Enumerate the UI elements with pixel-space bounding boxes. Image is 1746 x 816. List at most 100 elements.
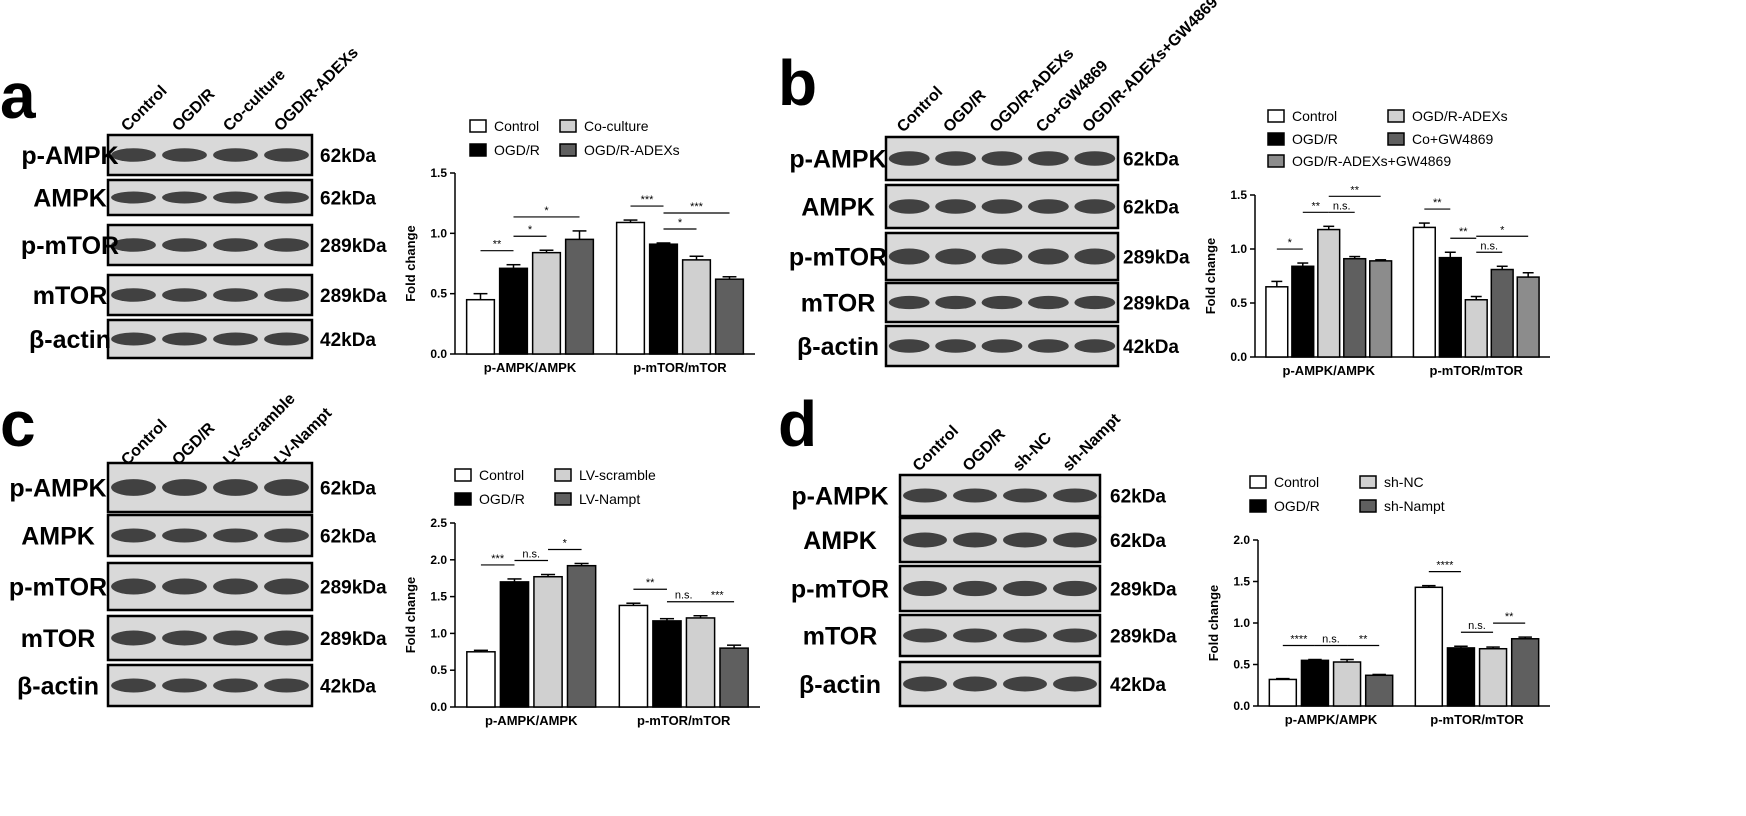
blot-band bbox=[903, 628, 947, 643]
legend-swatch bbox=[1359, 475, 1377, 489]
blot-band bbox=[111, 148, 156, 162]
bar bbox=[566, 564, 597, 708]
y-axis-label: Fold change bbox=[403, 577, 418, 654]
bar bbox=[1414, 586, 1444, 707]
x-tick-label: p-AMPK/AMPK bbox=[1285, 712, 1378, 727]
blot-band bbox=[981, 151, 1023, 166]
legend-swatch bbox=[554, 468, 572, 482]
significance-label: n.s. bbox=[1468, 620, 1486, 632]
blot-band bbox=[111, 238, 156, 252]
significance-label: ** bbox=[1350, 184, 1359, 196]
y-tick-label: 0.0 bbox=[430, 700, 447, 714]
lane-label: Control bbox=[118, 417, 170, 469]
blot-band bbox=[264, 332, 309, 346]
size-label: 62kDa bbox=[320, 189, 376, 210]
legend-swatch bbox=[1359, 499, 1377, 513]
legend-swatch bbox=[1267, 132, 1285, 146]
blot-band bbox=[888, 151, 930, 166]
size-label: 62kDa bbox=[1110, 487, 1166, 508]
size-label: 62kDa bbox=[320, 527, 376, 548]
blot-band bbox=[953, 532, 997, 548]
y-tick-label: 1.0 bbox=[430, 626, 447, 640]
blot-band bbox=[888, 248, 930, 265]
size-label: 62kDa bbox=[1110, 531, 1166, 552]
legend-swatch bbox=[559, 119, 577, 133]
panel-letter: b bbox=[778, 47, 817, 119]
y-tick-label: 0.5 bbox=[1233, 658, 1250, 672]
bar bbox=[498, 267, 529, 355]
y-tick-label: 1.5 bbox=[430, 590, 447, 604]
bar bbox=[719, 647, 749, 708]
blot-band bbox=[981, 339, 1023, 353]
blot-band bbox=[888, 339, 930, 353]
blot-band bbox=[888, 295, 930, 310]
blot-band bbox=[953, 580, 997, 597]
y-tick-label: 0.5 bbox=[430, 287, 447, 301]
blot-band bbox=[111, 288, 156, 302]
size-label: 62kDa bbox=[1123, 150, 1179, 171]
blot-band bbox=[1027, 295, 1069, 310]
protein-label: p-AMPK bbox=[9, 475, 106, 503]
blot-band bbox=[1053, 676, 1097, 692]
y-tick-label: 2.0 bbox=[1233, 533, 1250, 547]
blot-band bbox=[1027, 199, 1069, 214]
significance-label: **** bbox=[1436, 560, 1454, 572]
protein-label: β-actin bbox=[17, 673, 99, 701]
lane-label: OGD/R bbox=[940, 86, 989, 135]
lane-label: OGD/R bbox=[169, 419, 218, 468]
legend-swatch bbox=[554, 492, 572, 506]
y-tick-label: 0.0 bbox=[1230, 350, 1247, 364]
blot-band bbox=[111, 528, 156, 543]
legend-label: sh-Nampt bbox=[1384, 498, 1445, 514]
y-tick-label: 0.0 bbox=[1233, 699, 1250, 713]
legend-label: Co-culture bbox=[584, 118, 649, 134]
legend-swatch bbox=[1249, 475, 1267, 489]
bar bbox=[465, 298, 496, 355]
blot-band bbox=[213, 630, 258, 646]
blot-band bbox=[1053, 488, 1097, 503]
lane-label: OGD/R-ADEXs bbox=[987, 45, 1078, 136]
protein-label: AMPK bbox=[803, 527, 877, 555]
blot-band bbox=[264, 528, 309, 543]
size-label: 42kDa bbox=[320, 677, 376, 698]
blot-band bbox=[111, 191, 156, 204]
size-label: 62kDa bbox=[320, 479, 376, 500]
blot-band bbox=[1003, 532, 1047, 548]
blot-band bbox=[264, 288, 309, 302]
protein-label: p-AMPK bbox=[791, 483, 888, 511]
size-label: 62kDa bbox=[320, 146, 376, 167]
y-tick-label: 1.0 bbox=[430, 226, 447, 240]
blot-band bbox=[264, 191, 309, 204]
blot-band bbox=[162, 479, 207, 496]
x-tick-label: p-mTOR/mTOR bbox=[1430, 363, 1524, 378]
blot-band bbox=[162, 288, 207, 302]
blot-band bbox=[1074, 199, 1116, 214]
y-axis-label: Fold change bbox=[403, 225, 418, 302]
blot-band bbox=[213, 678, 258, 693]
legend-swatch bbox=[469, 143, 487, 157]
blot-band bbox=[935, 339, 977, 353]
blot-band bbox=[981, 295, 1023, 310]
blot-band bbox=[1003, 488, 1047, 503]
legend-swatch bbox=[1267, 109, 1285, 123]
blot-band bbox=[903, 488, 947, 503]
bar bbox=[1464, 299, 1488, 358]
significance-label: ** bbox=[1311, 200, 1320, 212]
size-label: 289kDa bbox=[1123, 294, 1190, 315]
y-tick-label: 1.5 bbox=[1233, 575, 1250, 589]
bar bbox=[1317, 228, 1341, 358]
y-tick-label: 2.0 bbox=[430, 553, 447, 567]
significance-label: ** bbox=[1505, 611, 1514, 623]
blot-band bbox=[213, 238, 258, 252]
legend-swatch bbox=[1387, 132, 1405, 146]
bar bbox=[681, 259, 712, 355]
significance-label: ** bbox=[646, 577, 655, 589]
size-label: 42kDa bbox=[320, 330, 376, 351]
legend-swatch bbox=[454, 492, 472, 506]
blot-band bbox=[111, 678, 156, 693]
bar bbox=[685, 617, 716, 708]
bar bbox=[1364, 674, 1394, 707]
y-tick-label: 2.5 bbox=[430, 516, 447, 530]
blot-band bbox=[264, 630, 309, 646]
